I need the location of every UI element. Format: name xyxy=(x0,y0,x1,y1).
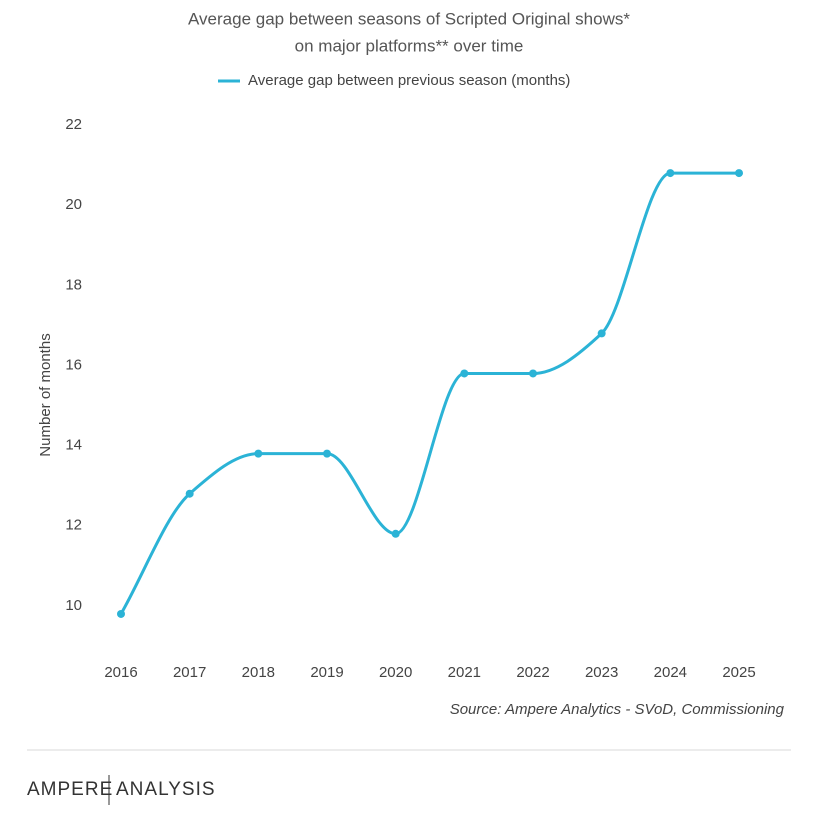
point xyxy=(666,169,675,178)
x-tick-label: 2017 xyxy=(173,664,206,681)
x-tick-label: 2016 xyxy=(104,664,137,681)
y-tick-label: 16 xyxy=(65,356,82,373)
point xyxy=(735,169,743,178)
x-tick-label: 2020 xyxy=(379,664,412,681)
y-tick-label: 20 xyxy=(65,196,82,213)
point xyxy=(460,369,469,378)
y-axis-label: Number of months xyxy=(37,333,54,456)
point xyxy=(597,329,606,338)
brand-product: ANALYSIS xyxy=(116,779,216,800)
brand: AMPERE xyxy=(27,779,113,800)
x-tick-label: 2019 xyxy=(310,664,343,681)
x-tick-label: 2022 xyxy=(516,664,549,681)
chart-title: on major platforms** over time xyxy=(295,36,524,55)
y-tick-label: 22 xyxy=(65,116,82,133)
y-tick-label: 10 xyxy=(65,597,82,614)
x-tick-label: 2021 xyxy=(448,664,481,681)
point xyxy=(391,529,400,538)
chart-title: Average gap between seasons of Scripted … xyxy=(188,9,630,28)
y-tick-label: 14 xyxy=(65,437,82,454)
y-tick-label: 12 xyxy=(65,517,82,534)
point xyxy=(185,489,194,498)
point xyxy=(254,449,263,458)
x-tick-label: 2024 xyxy=(654,664,687,681)
point xyxy=(117,609,125,618)
x-tick-label: 2023 xyxy=(585,664,618,681)
y-tick-label: 18 xyxy=(65,276,82,293)
source: Source: Ampere Analytics - SVoD, Commiss… xyxy=(450,701,785,718)
point xyxy=(323,449,331,458)
line xyxy=(119,171,739,615)
point xyxy=(529,369,537,378)
legend-label: Average gap between previous season (mon… xyxy=(248,72,570,89)
x-tick-label: 2018 xyxy=(242,664,275,681)
x-tick-label: 2025 xyxy=(722,664,755,681)
